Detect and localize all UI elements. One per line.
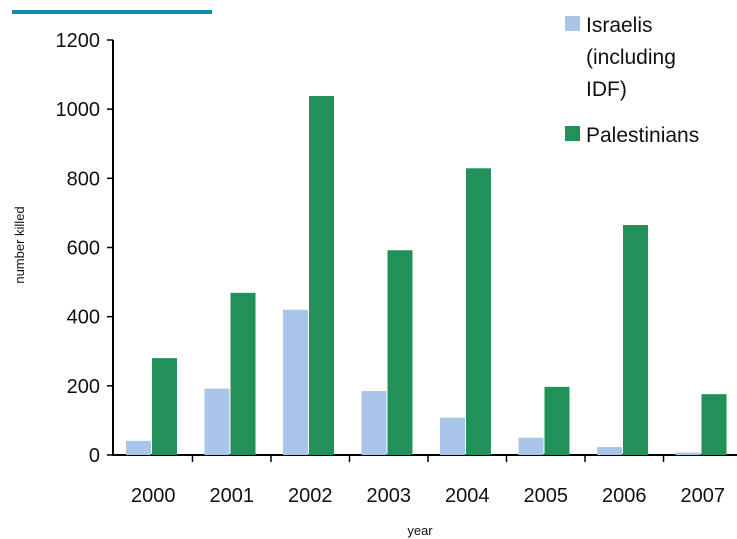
x-tick-label: 2003: [367, 485, 412, 507]
legend-label-line: Israelis: [586, 14, 653, 37]
bar-series-2-2005: [544, 386, 570, 455]
x-tick-label: 2007: [681, 485, 726, 507]
x-tick-label: 2004: [445, 485, 490, 507]
bar-series-1-2000: [126, 440, 151, 455]
legend-label-line: Palestinians: [586, 124, 699, 147]
x-axis: 2000 2001 2002 2003 2004 2005 2006 2007: [131, 455, 725, 507]
bar-series-1-2002: [283, 309, 308, 455]
x-tick-label: 2006: [602, 485, 647, 507]
y-tick-label: 400: [67, 307, 100, 329]
bar-series-2-2002: [309, 96, 334, 456]
bar-series-1-2004: [440, 417, 465, 455]
y-tick-label: 800: [67, 168, 100, 190]
y-tick-label: 200: [67, 376, 100, 398]
legend-swatch-series-2: [565, 126, 580, 141]
y-tick-label: 1200: [56, 30, 101, 52]
bar-series-1-2007: [675, 452, 701, 455]
legend-label-line: IDF): [586, 78, 627, 101]
y-axis: 0 200 400 600 800 1000 1200: [56, 30, 113, 467]
y-tick-label: 1000: [56, 99, 101, 121]
bar-series-1-2005: [518, 437, 544, 455]
legend-label-line: (including: [586, 46, 676, 69]
bar-series-2-2004: [466, 168, 491, 455]
x-tick-label: 2000: [131, 485, 176, 507]
bar-series-2-2000: [152, 358, 177, 455]
bar-series-2-2001: [230, 292, 256, 455]
legend: Israelis (including IDF) Palestinians: [565, 14, 699, 147]
bars: [126, 96, 727, 456]
bar-series-2-2007: [701, 394, 727, 455]
y-tick-label: 600: [67, 238, 100, 260]
x-tick-label: 2005: [524, 485, 569, 507]
x-axis-title: year: [407, 523, 433, 538]
y-axis-title: number killed: [12, 206, 27, 283]
bar-series-1-2006: [597, 447, 622, 455]
y-tick-label: 0: [89, 445, 100, 467]
bar-series-1-2003: [361, 391, 387, 455]
legend-swatch-series-1: [565, 16, 580, 31]
bar-series-2-2006: [623, 225, 648, 455]
bar-series-2-2003: [387, 250, 413, 455]
x-tick-label: 2002: [288, 485, 333, 507]
x-tick-label: 2001: [210, 485, 255, 507]
bar-series-1-2001: [204, 388, 230, 455]
